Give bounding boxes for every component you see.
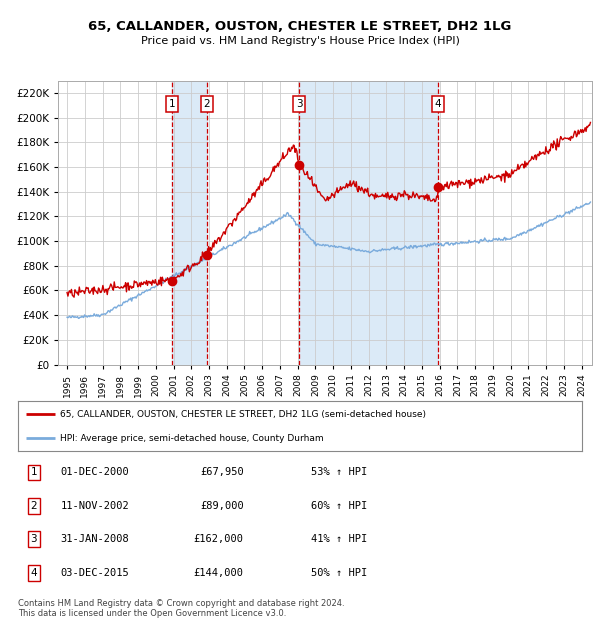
Text: 53% ↑ HPI: 53% ↑ HPI <box>260 467 367 477</box>
Text: This data is licensed under the Open Government Licence v3.0.: This data is licensed under the Open Gov… <box>18 609 286 618</box>
Text: 65, CALLANDER, OUSTON, CHESTER LE STREET, DH2 1LG: 65, CALLANDER, OUSTON, CHESTER LE STREET… <box>88 20 512 33</box>
Text: 1: 1 <box>169 99 175 109</box>
Text: 2: 2 <box>203 99 210 109</box>
Text: 2: 2 <box>31 501 37 511</box>
Text: 50% ↑ HPI: 50% ↑ HPI <box>260 568 367 578</box>
Text: 4: 4 <box>435 99 442 109</box>
Text: £67,950: £67,950 <box>200 467 244 477</box>
Text: 1: 1 <box>31 467 37 477</box>
Bar <box>299 81 438 365</box>
Text: 4: 4 <box>31 568 37 578</box>
Text: Price paid vs. HM Land Registry's House Price Index (HPI): Price paid vs. HM Land Registry's House … <box>140 36 460 46</box>
Text: 3: 3 <box>296 99 302 109</box>
Text: £144,000: £144,000 <box>194 568 244 578</box>
Text: 01-DEC-2000: 01-DEC-2000 <box>60 467 129 477</box>
Bar <box>172 81 206 365</box>
Text: 31-JAN-2008: 31-JAN-2008 <box>60 534 129 544</box>
Text: 41% ↑ HPI: 41% ↑ HPI <box>260 534 367 544</box>
Text: 3: 3 <box>31 534 37 544</box>
Text: 65, CALLANDER, OUSTON, CHESTER LE STREET, DH2 1LG (semi-detached house): 65, CALLANDER, OUSTON, CHESTER LE STREET… <box>60 410 426 418</box>
Text: 11-NOV-2002: 11-NOV-2002 <box>60 501 129 511</box>
Text: HPI: Average price, semi-detached house, County Durham: HPI: Average price, semi-detached house,… <box>60 433 324 443</box>
Text: £89,000: £89,000 <box>200 501 244 511</box>
Text: 60% ↑ HPI: 60% ↑ HPI <box>260 501 367 511</box>
Text: £162,000: £162,000 <box>194 534 244 544</box>
Text: Contains HM Land Registry data © Crown copyright and database right 2024.: Contains HM Land Registry data © Crown c… <box>18 599 344 608</box>
Text: 03-DEC-2015: 03-DEC-2015 <box>60 568 129 578</box>
